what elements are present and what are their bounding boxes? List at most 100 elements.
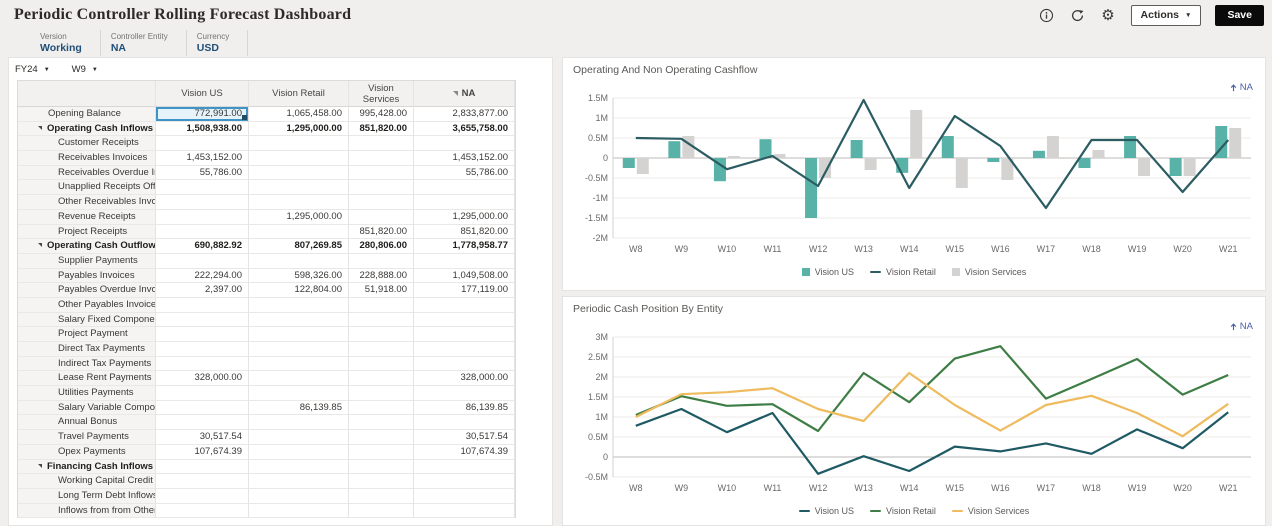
grid-cell[interactable]: 222,294.00 [156, 268, 249, 284]
grid-cell[interactable]: 328,000.00 [414, 371, 515, 387]
collapse-icon[interactable] [38, 125, 42, 130]
grid-cell[interactable]: 1,295,000.00 [249, 209, 349, 225]
grid-cell[interactable]: 328,000.00 [156, 371, 249, 387]
grid-cell[interactable] [349, 415, 414, 431]
grid-cell[interactable] [156, 195, 249, 210]
pov-version[interactable]: Version Working [30, 30, 101, 56]
grid-cell[interactable]: 51,918.00 [349, 283, 414, 298]
grid-cell[interactable]: 86,139.85 [414, 400, 515, 416]
grid-cell[interactable] [414, 180, 515, 196]
column-header[interactable]: NA [414, 81, 515, 107]
grid-cell[interactable]: 598,326.00 [249, 268, 349, 284]
grid-cell[interactable] [249, 151, 349, 166]
grid-cell[interactable] [349, 488, 414, 504]
grid-cell[interactable] [349, 180, 414, 196]
grid-cell[interactable] [414, 342, 515, 357]
grid-cell[interactable] [249, 195, 349, 210]
collapse-icon[interactable] [38, 243, 42, 248]
grid-cell[interactable]: 30,517.54 [156, 430, 249, 445]
grid-cell[interactable]: 1,453,152.00 [414, 151, 515, 166]
grid-cell[interactable] [156, 400, 249, 416]
grid-cell[interactable] [414, 136, 515, 152]
grid-cell[interactable] [414, 356, 515, 372]
legend-item-vision-retail[interactable]: Vision Retail [870, 267, 936, 277]
grid-cell[interactable] [349, 297, 414, 313]
drill-link-na[interactable]: NA [1230, 82, 1253, 93]
grid-cell[interactable] [156, 209, 249, 225]
grid-cell[interactable] [349, 444, 414, 460]
grid-cell[interactable] [156, 253, 249, 269]
grid-cell[interactable] [249, 312, 349, 328]
grid-cell[interactable] [156, 386, 249, 401]
grid-cell[interactable] [249, 444, 349, 460]
legend-item-vision-retail[interactable]: Vision Retail [870, 506, 936, 516]
grid-cell[interactable] [349, 253, 414, 269]
grid-cell[interactable]: 3,655,758.00 [414, 121, 515, 137]
grid-cell[interactable]: 690,882.92 [156, 239, 249, 254]
grid-cell[interactable] [414, 327, 515, 342]
grid-cell[interactable] [249, 503, 349, 519]
collapse-icon[interactable] [38, 463, 42, 468]
refresh-icon[interactable] [1069, 7, 1086, 24]
column-header[interactable]: Vision US [156, 81, 249, 107]
grid-cell[interactable] [349, 386, 414, 401]
grid-cell[interactable] [349, 312, 414, 328]
grid-cell[interactable] [349, 503, 414, 519]
grid-cell[interactable]: 280,806.00 [349, 239, 414, 254]
gear-icon[interactable]: ⚙ [1101, 6, 1115, 24]
grid-cell[interactable] [156, 356, 249, 372]
grid-cell[interactable] [156, 224, 249, 240]
info-icon[interactable] [1038, 7, 1055, 24]
grid-cell[interactable] [414, 386, 515, 401]
grid-cell[interactable] [349, 430, 414, 445]
grid-cell[interactable] [156, 342, 249, 357]
grid-cell[interactable] [349, 195, 414, 210]
legend-item-vision-us[interactable]: Vision US [801, 267, 854, 277]
grid-cell[interactable]: 107,674.39 [414, 444, 515, 460]
grid-cell[interactable] [249, 342, 349, 357]
grid-cell[interactable] [414, 195, 515, 210]
column-header[interactable] [18, 81, 156, 107]
grid-cell[interactable] [249, 136, 349, 152]
pov-controller-entity[interactable]: Controller Entity NA [101, 30, 187, 56]
pov-currency[interactable]: Currency USD [187, 30, 249, 56]
grid-cell[interactable] [349, 327, 414, 342]
grid-cell[interactable] [349, 151, 414, 166]
grid-cell[interactable] [156, 474, 249, 489]
grid-cell[interactable] [249, 474, 349, 489]
grid-cell[interactable] [249, 430, 349, 445]
grid-cell[interactable]: 177,119.00 [414, 283, 515, 298]
legend-item-vision-services[interactable]: Vision Services [951, 506, 1029, 516]
grid-cell[interactable]: 807,269.85 [249, 239, 349, 254]
grid-cell[interactable] [156, 415, 249, 431]
grid-cell[interactable]: 1,295,000.00 [414, 209, 515, 225]
grid-cell[interactable]: 1,295,000.00 [249, 121, 349, 137]
grid-cell[interactable] [156, 180, 249, 196]
grid-cell[interactable]: 55,786.00 [414, 165, 515, 181]
grid-cell[interactable] [349, 209, 414, 225]
grid-cell[interactable]: 122,804.00 [249, 283, 349, 298]
grid-cell[interactable]: 1,778,958.77 [414, 239, 515, 254]
grid-cell[interactable] [249, 224, 349, 240]
grid-cell[interactable] [414, 312, 515, 328]
grid-cell[interactable] [156, 136, 249, 152]
grid-cell[interactable] [249, 253, 349, 269]
grid-cell[interactable]: 851,820.00 [414, 224, 515, 240]
grid-cell[interactable] [414, 474, 515, 489]
grid-cell[interactable] [249, 459, 349, 475]
grid-cell[interactable] [414, 253, 515, 269]
year-dropdown[interactable]: FY24 ▼ [15, 64, 50, 75]
grid-cell[interactable] [156, 327, 249, 342]
grid-cell[interactable]: 228,888.00 [349, 268, 414, 284]
grid-cell[interactable] [349, 474, 414, 489]
legend-item-vision-us[interactable]: Vision US [798, 506, 854, 516]
week-dropdown[interactable]: W9 ▼ [72, 64, 98, 75]
grid-cell[interactable]: 55,786.00 [156, 165, 249, 181]
grid-cell[interactable]: 1,453,152.00 [156, 151, 249, 166]
grid-cell[interactable]: 1,508,938.00 [156, 121, 249, 137]
grid-cell[interactable] [156, 297, 249, 313]
grid-cell[interactable]: 851,820.00 [349, 121, 414, 137]
grid-cell[interactable] [249, 180, 349, 196]
grid-cell[interactable] [249, 165, 349, 181]
grid-cell[interactable] [249, 488, 349, 504]
